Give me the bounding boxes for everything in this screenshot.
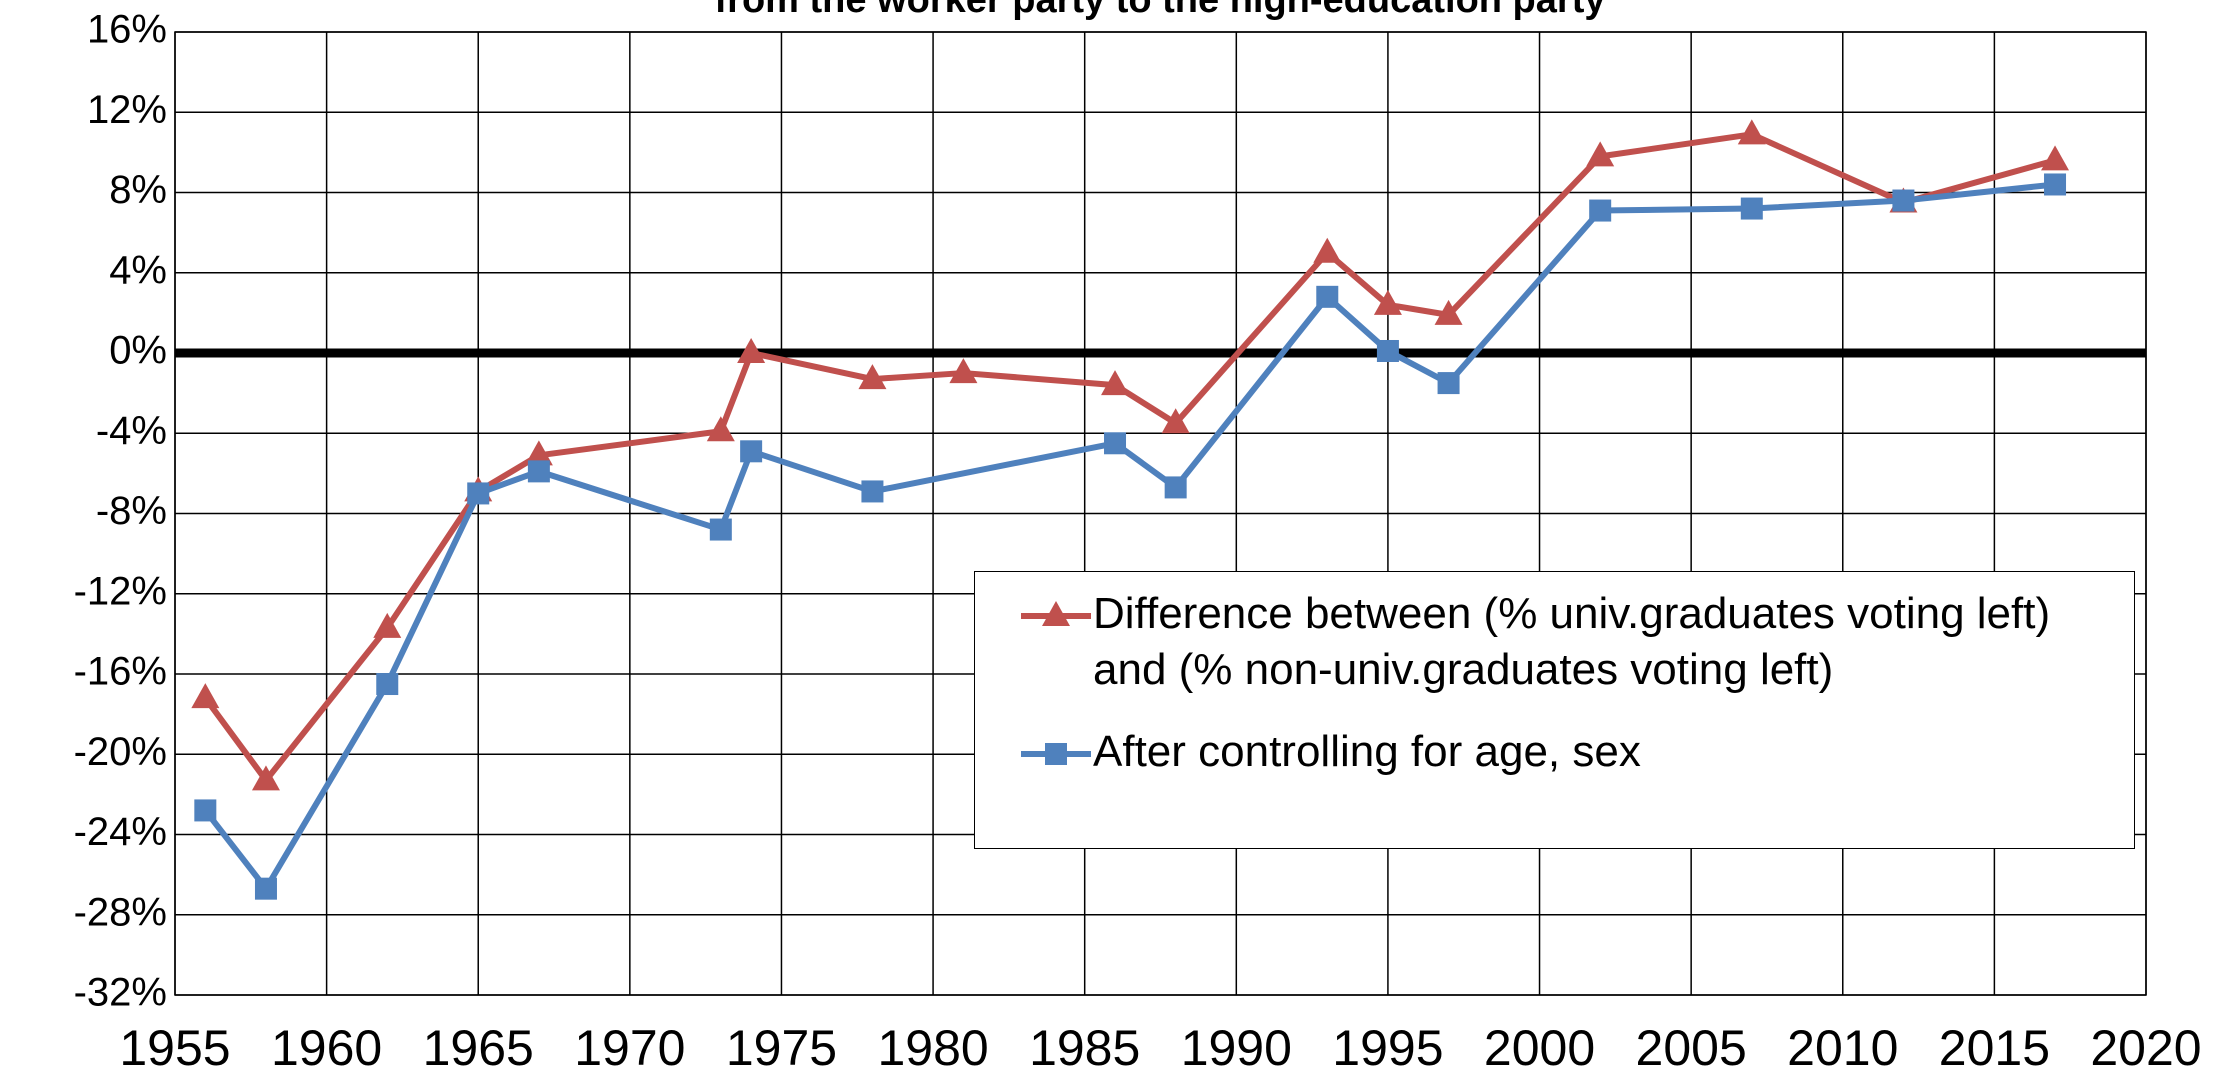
x-tick-label: 1980	[877, 1020, 988, 1076]
marker	[524, 440, 553, 466]
marker	[737, 338, 766, 363]
x-tick-label: 2020	[2090, 1020, 2201, 1076]
legend: Difference between (% univ.graduates vot…	[974, 571, 2135, 849]
marker	[1740, 197, 1763, 220]
marker	[1313, 237, 1342, 263]
marker	[251, 765, 280, 791]
y-tick-label: -32%	[74, 971, 167, 1015]
marker	[376, 673, 399, 696]
marker	[527, 460, 550, 483]
x-tick-label: 2015	[1939, 1020, 2050, 1076]
marker	[1101, 370, 1130, 396]
marker	[949, 358, 978, 384]
series-line	[202, 131, 2056, 784]
legend-swatch	[1021, 601, 1091, 626]
x-tick-label: 1970	[574, 1020, 685, 1076]
legend-label: After controlling for age, sex	[1093, 727, 1641, 776]
marker	[254, 877, 277, 900]
marker	[1589, 199, 1612, 222]
chart-title: from the worker party to the high-educat…	[715, 0, 1606, 21]
marker	[1437, 372, 1460, 395]
x-tick-label: 1975	[726, 1020, 837, 1076]
y-tick-label: -28%	[74, 890, 167, 934]
x-tick-label: 2005	[1636, 1020, 1747, 1076]
marker	[467, 482, 490, 505]
marker	[1104, 432, 1127, 455]
marker	[2044, 173, 2067, 196]
y-tick-label: 0%	[109, 329, 167, 373]
marker	[1316, 285, 1339, 308]
y-tick-label: -12%	[74, 569, 167, 613]
y-tick-label: -4%	[96, 409, 167, 453]
marker	[858, 364, 887, 390]
legend-item: After controlling for age, sex	[975, 724, 2118, 780]
x-tick-label: 1985	[1029, 1020, 1140, 1076]
y-tick-label: -24%	[74, 810, 167, 854]
x-tick-label: 1955	[119, 1020, 230, 1076]
marker	[1042, 601, 1070, 626]
marker	[1376, 339, 1399, 362]
y-tick-label: -16%	[74, 650, 167, 694]
y-tick-label: 8%	[109, 168, 167, 212]
x-tick-label: 1990	[1181, 1020, 1292, 1076]
marker	[191, 683, 220, 709]
marker	[706, 416, 735, 442]
y-tick-label: 16%	[87, 8, 167, 52]
marker	[740, 440, 763, 463]
marker	[1164, 476, 1187, 499]
y-tick-label: -8%	[96, 489, 167, 533]
y-tick-label: 12%	[87, 88, 167, 132]
marker	[861, 480, 884, 503]
legend-label: Difference between (% univ.graduates vot…	[1093, 589, 2051, 694]
marker	[194, 799, 217, 822]
marker	[1373, 289, 1402, 315]
legend-item: Difference between (% univ.graduates vot…	[975, 586, 2118, 698]
marker	[1737, 119, 1766, 145]
legend-swatch	[1021, 743, 1091, 765]
x-tick-label: 1965	[423, 1020, 534, 1076]
marker	[2041, 145, 2070, 171]
x-tick-label: 2010	[1787, 1020, 1898, 1076]
marker	[1161, 408, 1190, 434]
y-tick-label: -20%	[74, 730, 167, 774]
marker	[1586, 141, 1615, 167]
x-tick-label: 1995	[1332, 1020, 1443, 1076]
plot-frame	[174, 31, 2147, 996]
marker	[709, 518, 732, 541]
marker	[1434, 299, 1463, 325]
y-tick-label: 4%	[109, 248, 167, 292]
marker	[373, 612, 402, 638]
marker	[1045, 743, 1067, 765]
x-tick-label: 1960	[271, 1020, 382, 1076]
marker	[1892, 189, 1915, 212]
x-tick-label: 2000	[1484, 1020, 1595, 1076]
